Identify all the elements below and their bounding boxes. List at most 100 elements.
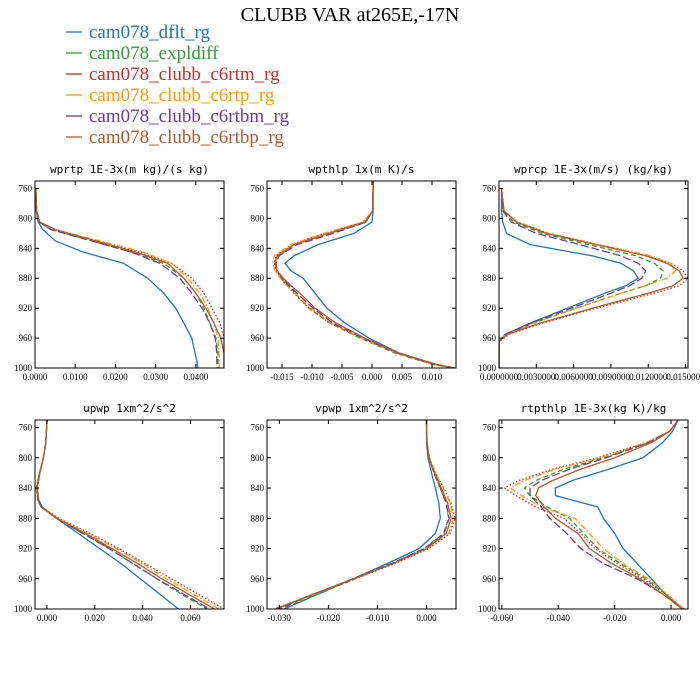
- series-line-1: [284, 181, 454, 368]
- x-tick-label: 0.020: [85, 613, 106, 623]
- x-tick-label: -0.030: [268, 613, 292, 623]
- panel-5: vpwp 1xm^2/s^27608008408809209601000-0.0…: [246, 402, 457, 623]
- panels: wprtp 1E-3x(m kg)/(s kg) 760 800 840 880 920 9…: [14, 163, 700, 623]
- series-line-5: [278, 420, 450, 609]
- legend-entry: cam078_clubb_c6rtbm_rg: [66, 106, 290, 127]
- y-tick-label: 960: [251, 574, 265, 584]
- series-line-4: [35, 188, 220, 368]
- y-tick-label: 760: [483, 423, 497, 433]
- legend-label: cam078_clubb_c6rtp_rg: [89, 85, 275, 106]
- y-tick-label: 840: [483, 243, 497, 253]
- series-line-3: [499, 188, 688, 368]
- y-tick-label: 960: [19, 333, 33, 343]
- y-tick-label: 920: [19, 544, 33, 554]
- series-line-6: [35, 188, 224, 368]
- series-group: [272, 181, 455, 368]
- y-tick-label: 760: [251, 183, 265, 193]
- y-tick-label: 1000: [478, 604, 497, 614]
- series-line-4: [272, 181, 455, 368]
- y-tick-label: 960: [19, 574, 33, 584]
- x-tick-label: -0.060: [490, 613, 514, 623]
- panel-title: rtpthlp 1E-3x(kg K)/kg: [521, 402, 667, 415]
- y-tick-label: 920: [251, 544, 265, 554]
- x-tick-label: -0.010: [300, 372, 324, 382]
- series-line-5: [275, 181, 455, 368]
- x-tick-label: 0.0090000: [592, 372, 631, 382]
- plot-frame: [34, 419, 225, 610]
- y-tick-label: 880: [483, 273, 497, 283]
- plot-frame: [498, 180, 689, 369]
- series-line-1: [36, 420, 179, 609]
- x-tick-label: 0.000: [661, 613, 682, 623]
- y-tick-label: 920: [19, 303, 33, 313]
- x-tick-label: 0.0100: [63, 372, 88, 382]
- series-line-6: [535, 420, 683, 609]
- x-tick-label: -0.005: [330, 372, 354, 382]
- series-line-5: [499, 188, 647, 368]
- y-tick-label: 800: [483, 453, 497, 463]
- x-tick-label: 0.0030000: [517, 372, 556, 382]
- panel-title: upwp 1xm^2/s^2: [83, 402, 176, 415]
- panel-4: upwp 1xm^2/s^2 760 800 840 880 920 960 1000 0.00…: [14, 402, 225, 623]
- legend-entry: cam078_clubb_c6rtm_rg: [66, 64, 280, 85]
- x-tick-label: 0.0200: [103, 372, 128, 382]
- series-group: [499, 188, 688, 368]
- x-tick-label: -0.020: [317, 613, 341, 623]
- legend-entry: cam078_expldiff: [66, 43, 219, 64]
- series-line-6: [274, 181, 455, 368]
- legend-label: cam078_clubb_c6rtbm_rg: [89, 106, 290, 127]
- y-tick-label: 1000: [246, 604, 265, 614]
- x-tick-label: 0.060: [180, 613, 201, 623]
- x-tick-label: -0.015: [270, 372, 294, 382]
- legend-label: cam078_dflt_rg: [89, 22, 211, 43]
- y-tick-label: 800: [19, 213, 33, 223]
- x-tick-label: 0.005: [392, 372, 413, 382]
- legend-label: cam078_clubb_c6rtbp_rg: [89, 127, 284, 148]
- legend-entry: cam078_clubb_c6rtp_rg: [66, 85, 275, 106]
- plot-frame: [266, 180, 457, 369]
- series-line-4: [509, 420, 685, 609]
- series-line-4: [499, 188, 677, 368]
- y-tick-label: 800: [483, 213, 497, 223]
- series-group: [35, 420, 224, 609]
- x-tick-label: 0.0120000: [629, 372, 668, 382]
- y-tick-label: 760: [19, 423, 33, 433]
- series-line-2: [281, 420, 450, 609]
- y-tick-label: 880: [251, 273, 265, 283]
- y-tick-label: 840: [483, 483, 497, 493]
- x-tick-label: -0.010: [366, 613, 390, 623]
- y-tick-label: 840: [251, 243, 265, 253]
- x-tick-label: 0.0000: [23, 372, 48, 382]
- panel-title: wprcp 1E-3x(m/s) (kg/kg): [514, 163, 673, 176]
- panel-title: vpwp 1xm^2/s^2: [315, 402, 408, 415]
- series-line-2: [36, 420, 208, 609]
- y-tick-label: 920: [483, 303, 497, 313]
- y-tick-label: 920: [251, 303, 265, 313]
- series-line-5: [36, 420, 210, 609]
- x-tick-label: 0.0300: [143, 372, 168, 382]
- y-tick-label: 1000: [478, 363, 497, 373]
- y-tick-label: 800: [251, 213, 265, 223]
- y-tick-label: 760: [483, 183, 497, 193]
- y-tick-label: 880: [251, 513, 265, 523]
- y-tick-label: 1000: [14, 363, 33, 373]
- x-tick-label: 0.0060000: [554, 372, 593, 382]
- panel-title: wpthlp 1x(m K)/s: [309, 163, 415, 176]
- x-tick-label: 0.000: [362, 372, 383, 382]
- series-group: [35, 188, 224, 368]
- series-line-3: [503, 420, 685, 609]
- y-tick-label: 760: [19, 183, 33, 193]
- y-tick-label: 880: [483, 513, 497, 523]
- y-tick-label: 1000: [14, 604, 33, 614]
- panel-title: wprtp 1E-3x(m kg)/(s kg): [50, 163, 209, 176]
- series-line-1: [283, 420, 441, 609]
- panel-2: wpthlp 1x(m K)/s 760 800 840 880 920 960 1000 -0…: [246, 163, 457, 382]
- y-tick-label: 960: [483, 574, 497, 584]
- plot-frame: [498, 419, 689, 610]
- x-tick-label: 0.000: [416, 613, 437, 623]
- legend-entry: cam078_dflt_rg: [66, 22, 211, 43]
- series-line-1: [35, 188, 199, 368]
- series-line-6: [275, 420, 452, 609]
- series-line-2: [35, 188, 219, 368]
